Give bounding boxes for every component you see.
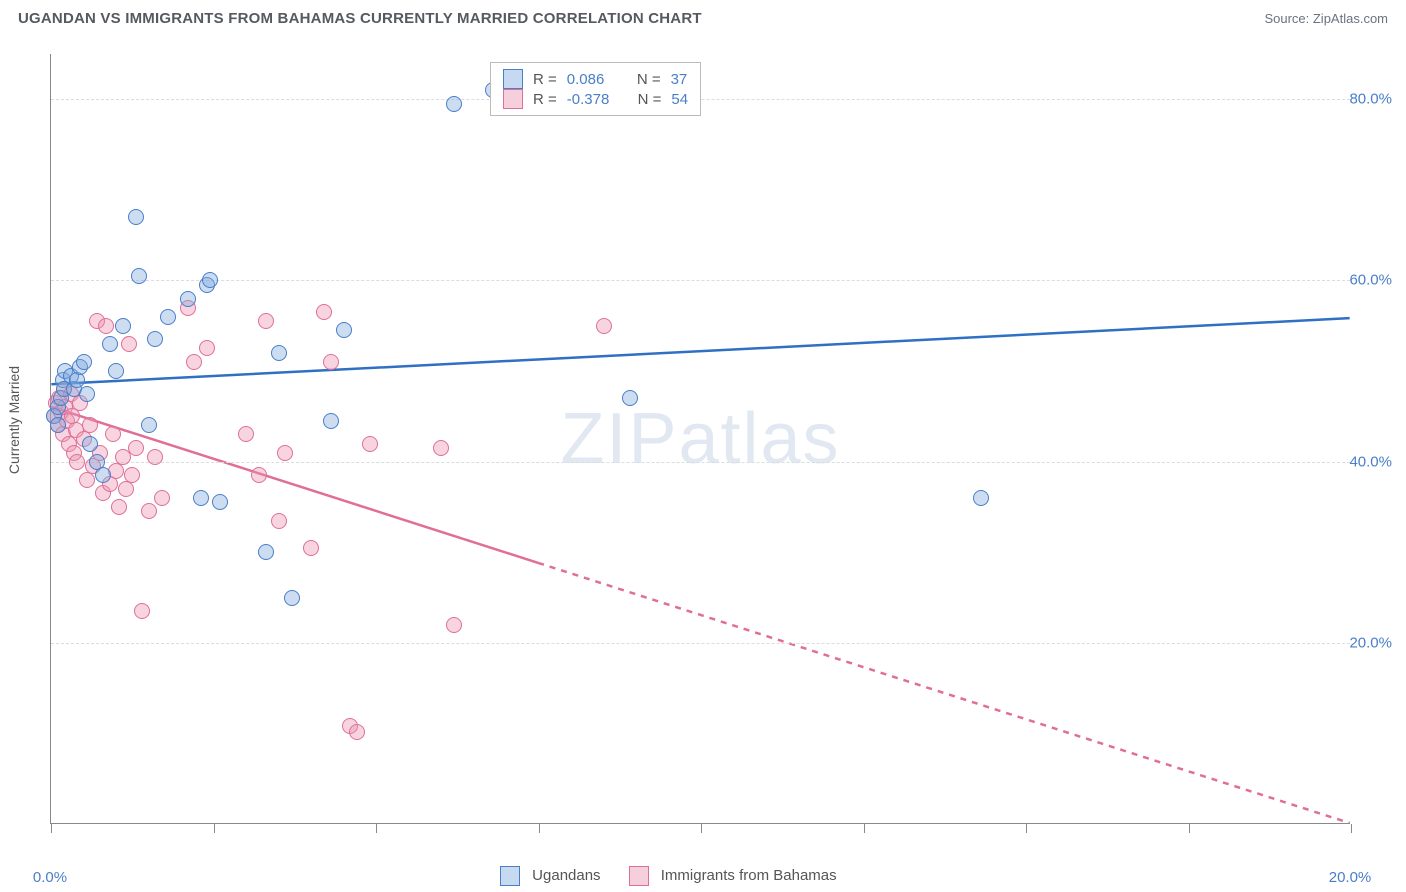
data-point xyxy=(141,417,157,433)
n-value: 54 xyxy=(671,91,688,108)
gridline xyxy=(51,462,1350,463)
data-point xyxy=(102,336,118,352)
data-point xyxy=(108,363,124,379)
data-point xyxy=(258,313,274,329)
data-point xyxy=(154,490,170,506)
data-point xyxy=(82,436,98,452)
x-tick-mark xyxy=(701,824,702,833)
y-tick-label: 40.0% xyxy=(1349,453,1392,470)
gridline xyxy=(51,643,1350,644)
data-point xyxy=(251,467,267,483)
watermark: ZIPatlas xyxy=(560,398,840,480)
data-point xyxy=(186,354,202,370)
n-label: N = xyxy=(638,91,662,108)
data-point xyxy=(115,318,131,334)
data-point xyxy=(596,318,612,334)
n-value: 37 xyxy=(671,71,688,88)
x-tick-mark xyxy=(1026,824,1027,833)
data-point xyxy=(277,445,293,461)
data-point xyxy=(128,440,144,456)
n-label: N = xyxy=(637,71,661,88)
x-tick-mark xyxy=(539,824,540,833)
legend-item-bahamas: Immigrants from Bahamas xyxy=(629,866,837,886)
data-point xyxy=(323,413,339,429)
r-value: 0.086 xyxy=(567,71,605,88)
data-point xyxy=(76,354,92,370)
x-tick-mark xyxy=(1189,824,1190,833)
x-tick-mark xyxy=(376,824,377,833)
x-tick-label: 20.0% xyxy=(1329,869,1372,886)
data-point xyxy=(362,436,378,452)
data-point xyxy=(303,540,319,556)
swatch-blue-icon xyxy=(500,866,520,886)
data-point xyxy=(180,291,196,307)
data-point xyxy=(336,322,352,338)
data-point xyxy=(147,449,163,465)
legend-label: Ugandans xyxy=(532,867,600,884)
r-label: R = xyxy=(533,91,557,108)
swatch-pink-icon xyxy=(503,89,523,109)
data-point xyxy=(79,386,95,402)
data-point xyxy=(160,309,176,325)
data-point xyxy=(622,390,638,406)
data-point xyxy=(105,426,121,442)
data-point xyxy=(50,417,66,433)
data-point xyxy=(446,96,462,112)
x-tick-mark xyxy=(1351,824,1352,833)
data-point xyxy=(284,590,300,606)
data-point xyxy=(111,499,127,515)
x-tick-mark xyxy=(51,824,52,833)
swatch-blue-icon xyxy=(503,69,523,89)
data-point xyxy=(238,426,254,442)
x-tick-mark xyxy=(864,824,865,833)
data-point xyxy=(323,354,339,370)
data-point xyxy=(199,340,215,356)
data-point xyxy=(446,617,462,633)
legend-label: Immigrants from Bahamas xyxy=(661,867,837,884)
data-point xyxy=(349,724,365,740)
x-tick-label: 0.0% xyxy=(33,869,67,886)
data-point xyxy=(141,503,157,519)
y-axis-label: Currently Married xyxy=(6,366,22,474)
data-point xyxy=(271,513,287,529)
data-point xyxy=(124,467,140,483)
legend-row-blue: R = 0.086 N = 37 xyxy=(503,69,688,89)
data-point xyxy=(69,454,85,470)
data-point xyxy=(316,304,332,320)
chart-title: UGANDAN VS IMMIGRANTS FROM BAHAMAS CURRE… xyxy=(18,10,702,27)
legend-row-pink: R = -0.378 N = 54 xyxy=(503,89,688,109)
data-point xyxy=(271,345,287,361)
data-point xyxy=(131,268,147,284)
y-tick-label: 60.0% xyxy=(1349,272,1392,289)
data-point xyxy=(98,318,114,334)
data-point xyxy=(212,494,228,510)
r-label: R = xyxy=(533,71,557,88)
data-point xyxy=(95,467,111,483)
y-tick-label: 80.0% xyxy=(1349,91,1392,108)
data-point xyxy=(433,440,449,456)
data-point xyxy=(128,209,144,225)
gridline xyxy=(51,280,1350,281)
plot-area: ZIPatlas xyxy=(50,54,1350,824)
data-point xyxy=(147,331,163,347)
r-value: -0.378 xyxy=(567,91,610,108)
data-point xyxy=(258,544,274,560)
legend-correlation: R = 0.086 N = 37 R = -0.378 N = 54 xyxy=(490,62,701,116)
x-tick-mark xyxy=(214,824,215,833)
data-point xyxy=(193,490,209,506)
data-point xyxy=(121,336,137,352)
legend-series: Ugandans Immigrants from Bahamas xyxy=(500,866,837,886)
data-point xyxy=(134,603,150,619)
data-point xyxy=(202,272,218,288)
y-tick-label: 20.0% xyxy=(1349,634,1392,651)
data-point xyxy=(82,417,98,433)
swatch-pink-icon xyxy=(629,866,649,886)
source-label: Source: ZipAtlas.com xyxy=(1264,11,1388,26)
data-point xyxy=(973,490,989,506)
legend-item-ugandans: Ugandans xyxy=(500,866,601,886)
